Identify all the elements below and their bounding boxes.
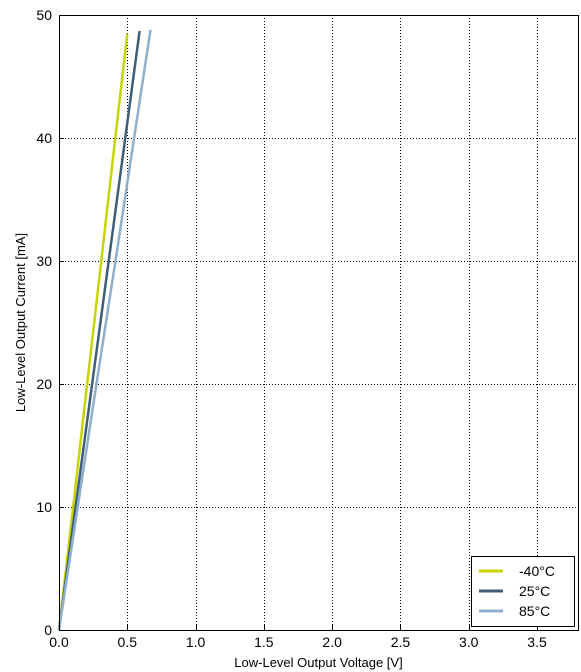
x-tick-label: 1.0	[186, 634, 206, 650]
y-axis-label: Low-Level Output Current [mA]	[13, 233, 28, 412]
legend-label-3: 85°C	[519, 603, 550, 619]
x-tick-label: 2.5	[391, 634, 411, 650]
x-tick-label: 0.5	[118, 634, 138, 650]
series-layer	[57, 29, 152, 631]
x-tick-label: 3.5	[527, 634, 547, 650]
plot-frame	[59, 15, 579, 631]
series-line-3	[57, 29, 152, 631]
x-axis-label: Low-Level Output Voltage [V]	[234, 655, 402, 670]
x-tick-label: 2.0	[322, 634, 342, 650]
y-tick-label: 10	[36, 499, 52, 515]
y-tick-label: 0	[44, 622, 52, 638]
legend: -40°C 25°C 85°C	[471, 556, 575, 627]
legend-label-2: 25°C	[519, 583, 550, 599]
grid-lines	[59, 15, 578, 630]
tick-labels: 0.0 0.5 1.0 1.5 2.0 2.5 3.0 3.5 0 10 20 30 40 50	[36, 7, 547, 650]
series-line-1	[57, 33, 129, 631]
x-tick-label: 3.0	[459, 634, 479, 650]
series-line-2	[57, 30, 141, 631]
tick-marks	[59, 15, 538, 631]
legend-label-1: -40°C	[519, 563, 555, 579]
x-tick-label: 0.0	[49, 634, 69, 650]
x-tick-label: 1.5	[254, 634, 274, 650]
legend-box	[471, 556, 575, 627]
y-tick-label: 30	[36, 253, 52, 269]
y-tick-label: 40	[36, 130, 52, 146]
y-tick-label: 20	[36, 376, 52, 392]
y-tick-label: 50	[36, 7, 52, 23]
